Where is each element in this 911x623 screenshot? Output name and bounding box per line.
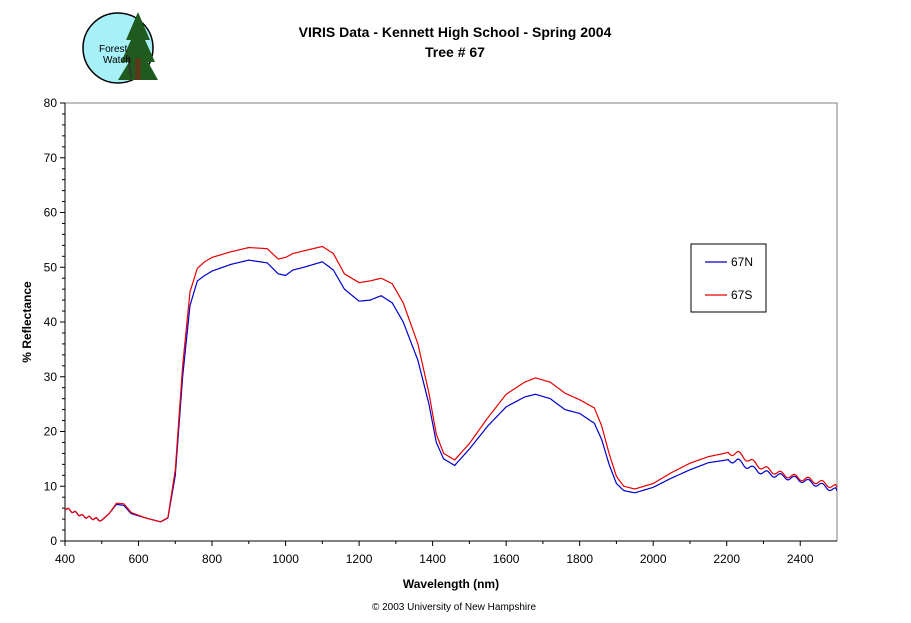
- x-tick-label: 1200: [346, 552, 373, 566]
- chart-subtitle: Tree # 67: [425, 44, 485, 60]
- series-line-67n: [64, 259, 838, 523]
- x-tick-label: 1000: [272, 552, 299, 566]
- x-tick-label: 2400: [787, 552, 814, 566]
- x-axis-label: Wavelength (nm): [403, 577, 499, 591]
- y-tick-label: 80: [44, 96, 58, 110]
- x-tick-label: 800: [202, 552, 222, 566]
- y-tick-label: 0: [50, 534, 57, 548]
- x-tick-label: 2000: [640, 552, 667, 566]
- x-tick-label: 1800: [566, 552, 593, 566]
- legend-label-67s: 67S: [731, 288, 752, 302]
- x-tick-label: 400: [55, 552, 75, 566]
- forest-watch-logo: Forest Watch: [82, 12, 158, 84]
- plot-area: [64, 102, 838, 542]
- x-tick-label: 600: [129, 552, 149, 566]
- x-tick-label: 2200: [713, 552, 740, 566]
- y-tick-label: 40: [44, 315, 58, 329]
- y-axis-label: % Reflectance: [20, 281, 34, 363]
- x-tick-label: 1600: [493, 552, 520, 566]
- series-group: [64, 245, 838, 523]
- x-tick-label: 1400: [419, 552, 446, 566]
- axes: 0 10 20 30 40 50 60 70 80 400 600 800 1000 1200 1400 16…: [44, 96, 837, 566]
- y-tick-label: 60: [44, 206, 58, 220]
- y-tick-label: 20: [44, 425, 58, 439]
- y-tick-label: 70: [44, 151, 58, 165]
- y-tick-label: 30: [44, 370, 58, 384]
- legend: 67N 67S: [690, 243, 767, 313]
- legend-label-67n: 67N: [731, 255, 753, 269]
- y-tick-label: 50: [44, 260, 58, 274]
- logo-text-forest: Forest: [99, 44, 128, 55]
- copyright-footer: © 2003 University of New Hampshire: [372, 602, 537, 613]
- logo-text-watch: Watch: [103, 55, 131, 66]
- y-tick-label: 10: [44, 479, 58, 493]
- legend-box: [690, 243, 767, 313]
- chart-title: VIRIS Data - Kennett High School - Sprin…: [299, 24, 612, 40]
- series-line-67s: [64, 245, 838, 523]
